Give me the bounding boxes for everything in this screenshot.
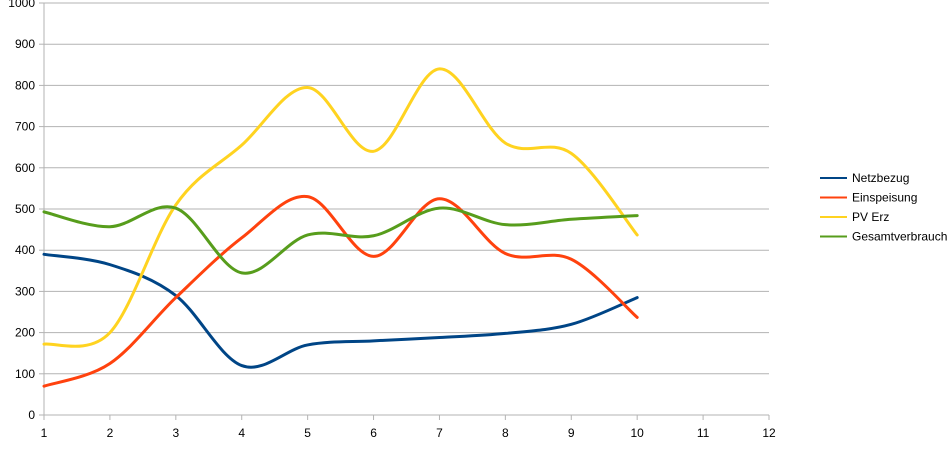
series-line-netzbezug — [42, 252, 639, 369]
x-tick-label: 4 — [238, 426, 245, 440]
x-tick-label: 9 — [568, 426, 575, 440]
series-line-gesamtverbrauch — [42, 205, 639, 275]
legend-label: PV Erz — [852, 210, 889, 224]
y-tick-label: 400 — [15, 243, 35, 257]
legend-label: Gesamtverbrauch — [852, 230, 947, 244]
x-tick-labels: 1 2 3 4 5 6 7 8 9 10 11 12 — [41, 426, 776, 440]
y-tick-labels: 0 100 200 300 400 500 600 700 800 900 1000 — [8, 0, 35, 422]
x-tick-label: 10 — [631, 426, 645, 440]
series-line-pv-erz — [42, 67, 639, 348]
y-tick-label: 200 — [15, 326, 35, 340]
y-tick-label: 700 — [15, 120, 35, 134]
y-tick-label: 800 — [15, 78, 35, 92]
x-tick-label: 3 — [172, 426, 179, 440]
gridlines — [39, 2, 770, 420]
legend-label: Netzbezug — [852, 171, 909, 185]
x-tick-label: 7 — [436, 426, 443, 440]
series-lines — [42, 67, 639, 388]
y-tick-label: 1000 — [8, 0, 35, 10]
x-tick-label: 12 — [762, 426, 776, 440]
x-tick-label: 6 — [370, 426, 377, 440]
y-tick-label: 100 — [15, 367, 35, 381]
x-tick-label: 8 — [502, 426, 509, 440]
x-tick-label: 5 — [304, 426, 311, 440]
x-tick-label: 1 — [41, 426, 48, 440]
axes — [43, 3, 769, 416]
legend-label: Einspeisung — [852, 191, 917, 205]
x-tick-label: 2 — [107, 426, 114, 440]
series-line-einspeisung — [42, 195, 639, 388]
legend: Netzbezug Einspeisung PV Erz Gesamtverbrauc… — [820, 171, 947, 244]
y-tick-label: 600 — [15, 161, 35, 175]
y-tick-label: 0 — [28, 408, 35, 422]
y-tick-label: 300 — [15, 284, 35, 298]
x-tick-label: 11 — [697, 426, 710, 440]
y-tick-label: 500 — [15, 202, 35, 216]
y-tick-label: 900 — [15, 37, 35, 51]
